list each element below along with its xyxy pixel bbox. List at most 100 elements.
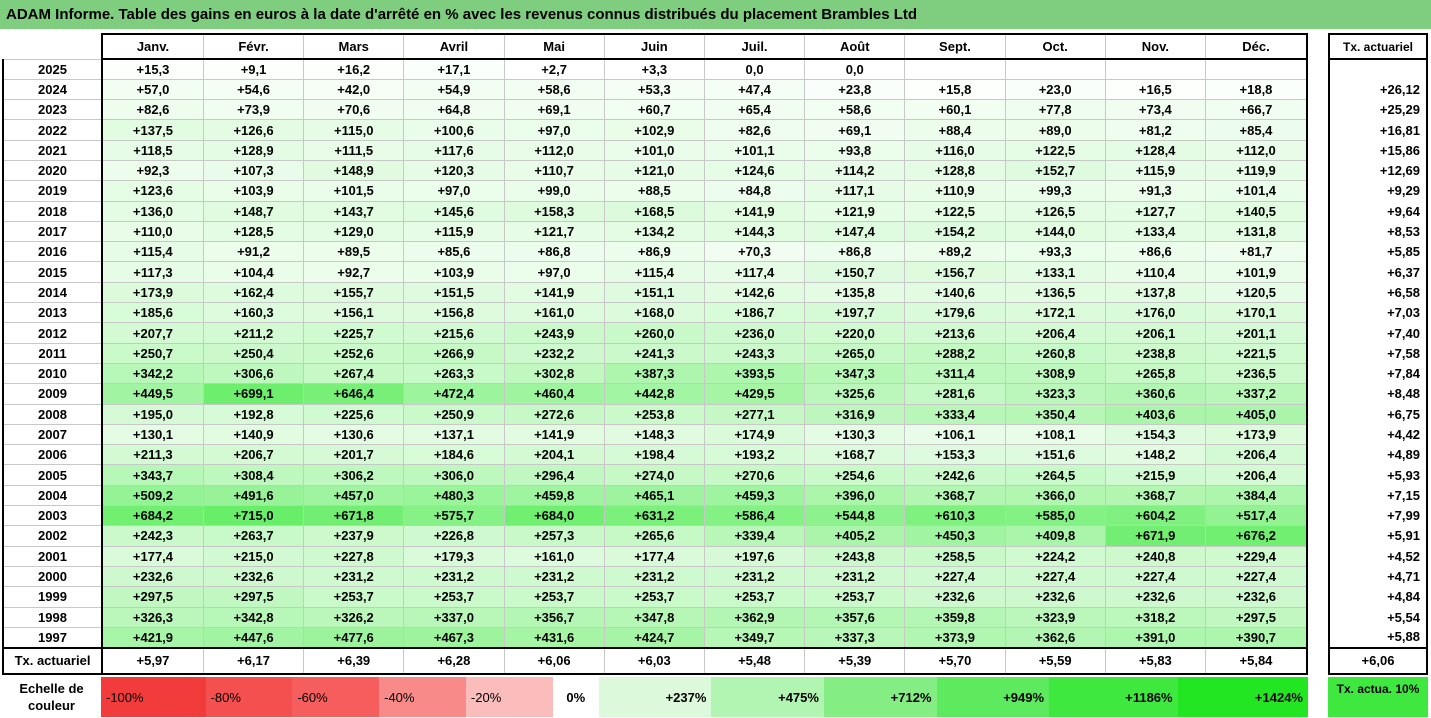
gain-cell: +102,9 — [603, 119, 705, 141]
gain-cell: +177,4 — [603, 545, 705, 567]
rate-cell: +5,54 — [1328, 607, 1428, 628]
table-row: 2007 +130,1 +140,9 +130,6 +137,1 +141,9 +148,3… — [2, 423, 1308, 446]
gain-cell: +120,5 — [1204, 281, 1308, 304]
gain-cell: +288,2 — [904, 342, 1006, 364]
gain-cell: +117,3 — [101, 261, 204, 283]
gain-cell: +141,9 — [503, 281, 605, 304]
gain-cell: +349,7 — [703, 626, 806, 649]
gain-cell — [904, 58, 1006, 80]
gain-cell: +137,1 — [403, 423, 505, 446]
gain-cell: +220,0 — [804, 322, 906, 344]
gain-cell: +117,6 — [403, 139, 505, 161]
gain-cell: +232,6 — [1104, 586, 1206, 608]
gain-cell: +115,0 — [303, 119, 405, 141]
gain-cell: +89,0 — [1004, 119, 1106, 141]
gain-cell: +158,3 — [503, 200, 605, 222]
year-label: 2023 — [2, 99, 103, 121]
color-scale-step: +237% — [598, 677, 712, 717]
gain-cell: +265,0 — [804, 342, 906, 364]
gain-cell: +88,5 — [603, 180, 705, 202]
gain-cell: +64,8 — [403, 99, 505, 121]
gain-cell: +131,8 — [1204, 220, 1308, 243]
gain-cell: +362,9 — [703, 606, 806, 628]
table-row: 2015 +117,3 +104,4 +92,7 +103,9 +97,0 +115,4 +1… — [2, 261, 1308, 283]
gain-cell: +431,6 — [503, 626, 605, 649]
gain-cell: +232,6 — [904, 586, 1006, 608]
gain-cell: +122,5 — [1004, 139, 1106, 161]
gain-cell: +16,2 — [303, 58, 405, 80]
gain-cell: +168,5 — [603, 200, 705, 222]
year-label: 2007 — [2, 423, 103, 446]
gain-cell: +137,8 — [1104, 281, 1206, 304]
gain-cell: +260,8 — [1004, 342, 1106, 364]
gain-cell: +337,0 — [403, 606, 505, 628]
gain-cell: +421,9 — [101, 626, 204, 649]
gain-cell: +168,7 — [804, 444, 906, 466]
gain-cell: +215,0 — [202, 545, 305, 567]
gain-cell: +207,7 — [101, 322, 204, 344]
table-row: 2016 +115,4 +91,2 +89,5 +85,6 +86,8 +86,9 +70,3… — [2, 241, 1308, 263]
gain-cell: +89,2 — [904, 241, 1006, 263]
gain-cell: +238,8 — [1104, 342, 1206, 364]
gain-cell: +197,7 — [804, 302, 906, 324]
gain-cell: +254,6 — [804, 464, 906, 486]
gain-cell: +97,0 — [503, 119, 605, 141]
gain-cell: +342,8 — [202, 606, 305, 628]
gain-cell: +631,2 — [603, 505, 705, 527]
gain-cell: +104,4 — [202, 261, 305, 283]
gain-cell: +197,6 — [703, 545, 806, 567]
gain-cell: +123,6 — [101, 180, 204, 202]
gain-cell: +459,3 — [703, 484, 806, 507]
table-row: 2005 +343,7 +308,4 +306,2 +306,0 +296,4 +274,0… — [2, 464, 1308, 486]
gain-cell: +368,7 — [904, 484, 1006, 507]
rate-cell: +6,75 — [1328, 404, 1428, 425]
rate-cell: +7,40 — [1328, 322, 1428, 344]
footer-rate-cell: +5,97 — [101, 646, 204, 675]
gain-cell: +99,0 — [503, 180, 605, 202]
gain-cell: +108,1 — [1004, 423, 1106, 446]
gain-cell: 0,0 — [703, 58, 806, 80]
gain-cell: +82,6 — [703, 119, 806, 141]
gain-cell: +517,4 — [1204, 505, 1308, 527]
rate-cell: +4,84 — [1328, 586, 1428, 608]
year-label: 2000 — [2, 565, 103, 588]
gain-cell: +135,8 — [804, 281, 906, 304]
table-row: 2010 +342,2 +306,6 +267,4 +263,3 +302,8 +387,3… — [2, 362, 1308, 385]
gain-cell: +122,5 — [904, 200, 1006, 222]
rate-cell: +4,89 — [1328, 444, 1428, 465]
gain-cell: +184,6 — [403, 444, 505, 466]
gain-cell: +134,2 — [603, 220, 705, 243]
gain-cell: +684,2 — [101, 505, 204, 527]
table-row: 2008 +195,0 +192,8 +225,6 +250,9 +272,6 +253,8… — [2, 403, 1308, 425]
color-scale-step: -100% — [101, 677, 206, 717]
table-row: 2025 +15,3 +9,1 +16,2 +17,1 +2,7 +3,3 0,0 0,0 — [2, 58, 1308, 80]
gain-cell: +23,0 — [1004, 78, 1106, 101]
table-row: 2018 +136,0 +148,7 +143,7 +145,6 +158,3 +168,5… — [2, 200, 1308, 222]
gain-cell: +243,3 — [703, 342, 806, 364]
gain-cell: +97,0 — [503, 261, 605, 283]
gain-cell: +429,5 — [703, 383, 806, 405]
gain-cell: +405,2 — [804, 525, 906, 547]
gain-cell: +47,4 — [703, 78, 806, 101]
gain-cell: +684,0 — [503, 505, 605, 527]
gain-cell: +148,7 — [202, 200, 305, 222]
gain-cell: +243,8 — [804, 545, 906, 567]
month-header: Avril — [403, 33, 505, 60]
gain-cell: +316,9 — [804, 403, 906, 425]
gain-cell: +237,9 — [303, 525, 405, 547]
gain-cell: +127,7 — [1104, 200, 1206, 222]
gain-cell: +359,8 — [904, 606, 1006, 628]
year-label: 2016 — [2, 241, 103, 263]
color-scale: Echelle de couleur -100% -80% -60% -40% -20% 0… — [2, 677, 1308, 717]
gain-cell: +263,7 — [202, 525, 305, 547]
table-row: 2012 +207,7 +211,2 +225,7 +215,6 +243,9 +260,0… — [2, 322, 1308, 344]
gain-cell: +185,6 — [101, 302, 204, 324]
gain-cell: +69,1 — [804, 119, 906, 141]
gain-cell: +18,8 — [1204, 78, 1308, 101]
gain-cell: +297,5 — [202, 586, 305, 608]
gain-cell: +267,4 — [303, 362, 405, 385]
gain-cell: +111,5 — [303, 139, 405, 161]
gain-cell: +308,4 — [202, 464, 305, 486]
gain-cell: +281,6 — [904, 383, 1006, 405]
gain-cell: +112,0 — [1204, 139, 1308, 161]
